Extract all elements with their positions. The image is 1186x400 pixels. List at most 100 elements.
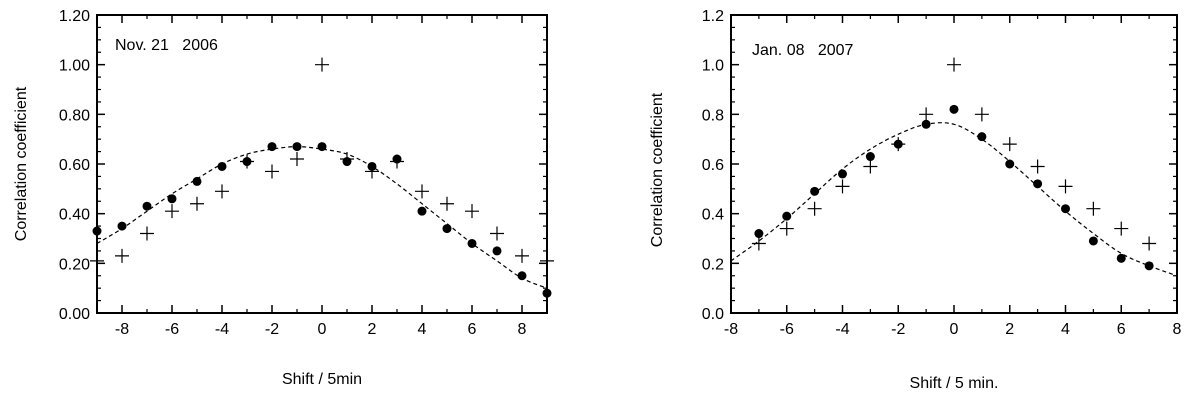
- data-point-plus: [1086, 201, 1101, 216]
- data-point-circle: [1005, 159, 1015, 169]
- filled-circle-points: [92, 142, 552, 298]
- chart-jan-2007: -8 -6 -4 -2 0 2 4 6 8 0.0 0.2 0.4 0.6 0.8 1.0 1.2 Jan. …: [649, 8, 1182, 392]
- x-tick-label: -4: [215, 321, 229, 338]
- data-point-circle: [921, 119, 931, 129]
- y-tick-label: 0.60: [59, 157, 90, 174]
- data-point-plus: [215, 184, 229, 199]
- data-point-plus: [807, 201, 822, 216]
- axis-tick-labels: -8 -6 -4 -2 0 2 4 6 8 0.00 0.20 0.40 0.60 0.80 1.00 1.2…: [59, 8, 527, 338]
- data-point-plus: [240, 154, 254, 169]
- data-point-circle: [1088, 236, 1098, 246]
- x-tick-label: -8: [724, 321, 738, 338]
- y-tick-label: 0.8: [702, 107, 724, 124]
- y-tick-label: 0.6: [702, 157, 724, 174]
- data-point-plus: [1114, 221, 1129, 236]
- y-tick-label: 0.00: [59, 306, 90, 323]
- data-point-circle: [217, 161, 227, 171]
- x-tick-label: 0: [318, 321, 327, 338]
- plus-points: [90, 57, 554, 268]
- y-tick-label: 0.80: [59, 107, 90, 124]
- data-point-circle: [977, 132, 987, 142]
- x-tick-label: 6: [1117, 321, 1126, 338]
- data-point-circle: [167, 194, 177, 204]
- x-tick-label: -2: [265, 321, 279, 338]
- data-point-plus: [1002, 137, 1017, 152]
- axis-ticks: [96, 14, 548, 314]
- data-point-plus: [1142, 236, 1157, 251]
- data-point-circle: [92, 226, 102, 236]
- data-point-plus: [115, 248, 129, 263]
- data-point-circle: [838, 169, 847, 179]
- y-tick-label: 0.0: [702, 306, 724, 323]
- x-axis-label: Shift / 5 min.: [910, 375, 999, 392]
- data-point-plus: [891, 137, 906, 152]
- data-point-circle: [192, 176, 202, 186]
- x-tick-label: 8: [518, 321, 527, 338]
- data-point-circle: [142, 201, 152, 211]
- y-tick-label: 0.40: [59, 207, 90, 224]
- data-point-plus: [465, 204, 479, 219]
- data-point-plus: [863, 159, 878, 174]
- data-point-circle: [949, 104, 959, 114]
- data-point-plus: [779, 221, 794, 236]
- data-point-circle: [810, 186, 820, 196]
- filled-circle-points: [754, 104, 1154, 271]
- x-tick-label: -4: [835, 321, 849, 338]
- data-point-circle: [1144, 261, 1154, 271]
- fit-curve: [730, 122, 1178, 277]
- data-point-circle: [754, 229, 764, 239]
- y-tick-label: 0.2: [702, 256, 724, 273]
- data-point-circle: [1033, 179, 1043, 189]
- x-tick-label: 2: [1005, 321, 1014, 338]
- data-point-plus: [390, 154, 404, 169]
- data-point-plus: [1058, 179, 1073, 194]
- y-tick-label: 1.2: [702, 8, 724, 25]
- y-tick-label: 1.00: [59, 58, 90, 75]
- data-point-plus: [340, 152, 354, 167]
- data-point-circle: [1116, 253, 1126, 263]
- x-tick-label: -2: [891, 321, 905, 338]
- data-point-circle: [542, 288, 552, 298]
- x-tick-label: -6: [780, 321, 794, 338]
- data-point-circle: [292, 142, 302, 152]
- data-point-circle: [1061, 204, 1070, 214]
- data-point-plus: [140, 226, 154, 241]
- data-point-plus: [515, 248, 529, 263]
- chart-annotation: Jan. 08 2007: [752, 42, 854, 59]
- y-tick-label: 1.0: [702, 58, 724, 75]
- axis-tick-labels: -8 -6 -4 -2 0 2 4 6 8 0.0 0.2 0.4 0.6 0.8 1.0 1.2: [702, 8, 1182, 338]
- x-tick-label: 2: [368, 321, 377, 338]
- x-axis-label: Shift / 5min: [282, 371, 362, 388]
- x-tick-label: 4: [1061, 321, 1070, 338]
- data-point-circle: [417, 206, 427, 216]
- y-tick-label: 0.4: [702, 207, 724, 224]
- data-point-plus: [265, 164, 279, 179]
- x-tick-label: -8: [115, 321, 129, 338]
- data-point-plus: [835, 179, 850, 194]
- data-point-plus: [974, 107, 989, 122]
- data-point-circle: [517, 271, 527, 281]
- data-point-circle: [117, 221, 127, 231]
- data-point-plus: [540, 253, 554, 268]
- data-point-circle: [442, 224, 452, 234]
- chart-nov-2006: -8 -6 -4 -2 0 2 4 6 8 0.00 0.20 0.40 0.60 0.80 1.00 1.2…: [13, 8, 554, 388]
- data-point-plus: [947, 57, 961, 72]
- data-point-plus: [919, 107, 934, 122]
- x-tick-label: 8: [1173, 321, 1182, 338]
- data-point-plus: [90, 253, 104, 268]
- data-point-plus: [315, 57, 329, 72]
- data-point-plus: [165, 204, 179, 219]
- data-point-circle: [317, 142, 327, 152]
- data-point-plus: [190, 196, 204, 211]
- chart-annotation: Nov. 21 2006: [115, 37, 218, 54]
- data-point-circle: [267, 142, 277, 152]
- x-tick-label: 4: [418, 321, 427, 338]
- y-tick-label: 0.20: [59, 256, 90, 273]
- data-point-plus: [1030, 159, 1045, 174]
- y-axis-label: Correlation coefficient: [13, 86, 30, 241]
- data-point-circle: [492, 246, 502, 256]
- data-point-circle: [782, 211, 792, 221]
- data-point-plus: [365, 164, 379, 179]
- data-point-circle: [865, 152, 875, 162]
